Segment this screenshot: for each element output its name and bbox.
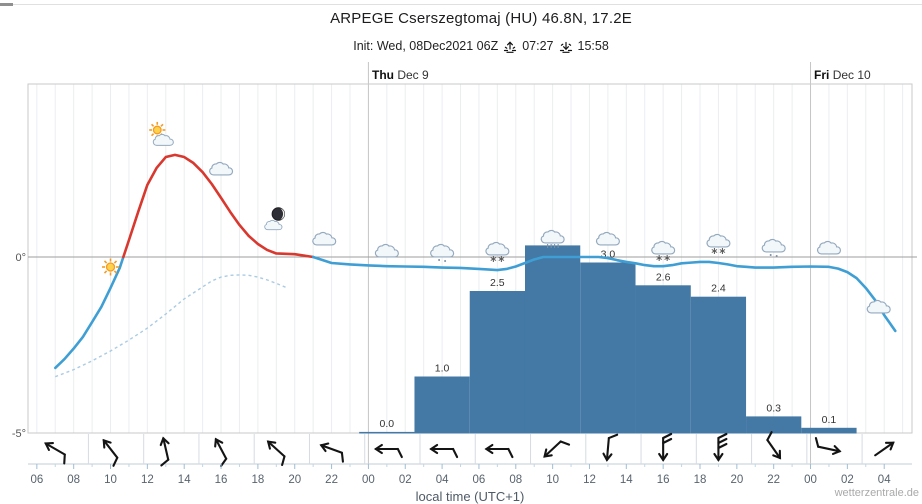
wind-barb: [102, 438, 119, 467]
page-title: ARPEGE Cserszegtomaj (HU) 46.8N, 17.2E: [330, 10, 632, 27]
weather-icon-cloud-snow: [706, 233, 731, 254]
precip-value-label: 0.0: [380, 418, 395, 430]
x-tick-label: 06: [473, 474, 486, 486]
precip-bar: [690, 296, 747, 434]
x-tick-label: 10: [546, 474, 559, 486]
weather-icon-cloud: [312, 231, 337, 246]
precip-value-label: 1.0: [435, 363, 450, 375]
precip-value-label: 2.5: [490, 277, 505, 289]
weather-icon-cloud: [866, 299, 891, 314]
x-tick-label: 08: [509, 474, 522, 486]
weather-icon-moon-cloud: [264, 207, 286, 231]
x-tick-label: 22: [767, 474, 780, 486]
weather-icon-cloud: [595, 231, 620, 246]
top-left-artifact: [0, 3, 13, 6]
wind-barb: [44, 441, 66, 465]
wind-barb: [373, 443, 403, 459]
weather-icon-cloud-snow: [485, 241, 510, 262]
precip-value-label: 0.1: [822, 414, 837, 426]
x-tick-label: 08: [67, 474, 80, 486]
precip-bar: [359, 431, 415, 434]
temperature-line-above-zero: [122, 153, 315, 259]
x-tick-label: 18: [251, 474, 264, 486]
sunrise-time: 07:27: [522, 39, 554, 53]
precip-bar: [524, 245, 581, 434]
wind-barb: [159, 436, 170, 467]
weather-icon-cloud-snow: [651, 240, 676, 261]
y-tick-label: -5°: [12, 428, 26, 440]
precip-value-label: 0.3: [766, 402, 781, 414]
sunrise-icon: [504, 40, 517, 53]
x-tick-label: 16: [657, 474, 670, 486]
x-tick-label: 20: [288, 474, 301, 486]
x-tick-label: 00: [362, 474, 375, 486]
wind-barb: [766, 431, 782, 460]
x-tick-label: 20: [730, 474, 743, 486]
temperature-line-below-zero: [311, 255, 897, 333]
x-tick-label: 06: [30, 474, 43, 486]
precip-bar: [635, 285, 691, 434]
precip-bar: [746, 416, 802, 434]
day-label-fri: Fri Dec 10: [814, 68, 871, 82]
x-tick-label: 02: [841, 474, 854, 486]
weather-icon-cloud-drizzle: [761, 238, 786, 257]
init-line: Init: Wed, 08Dec2021 06Z 07:27 15:58: [40, 39, 922, 53]
wind-barb: [658, 432, 673, 462]
weather-icon-sun: [102, 258, 120, 276]
x-tick-label: 18: [694, 474, 707, 486]
wind-barb: [429, 443, 459, 459]
x-tick-label: 04: [878, 474, 891, 486]
wind-barb: [214, 437, 228, 468]
wind-barb: [602, 433, 619, 462]
wind-barb: [543, 440, 571, 458]
weather-icon-cloud: [209, 161, 234, 176]
precip-value-label: 2.4: [711, 283, 726, 295]
init-label: Init: Wed, 08Dec2021 06Z: [353, 39, 499, 53]
wind-barb: [484, 443, 514, 459]
x-tick-label: 22: [325, 474, 338, 486]
wind-barb: [713, 432, 728, 462]
x-tick-label: 04: [436, 474, 449, 486]
chart-header: ARPEGE Cserszegtomaj (HU) 46.8N, 17.2E I…: [0, 10, 922, 53]
weather-icon-cloud: [816, 240, 841, 255]
x-tick-label: 14: [178, 474, 191, 486]
sunset-time: 15:58: [577, 39, 609, 53]
y-tick-label: 0°: [15, 252, 26, 264]
weather-icon-cloud-rain: [540, 229, 565, 248]
precip-bar: [469, 291, 525, 434]
precip-bar: [414, 376, 470, 434]
x-tick-label: 10: [104, 474, 117, 486]
x-tick-label: 16: [215, 474, 228, 486]
x-tick-label: 02: [399, 474, 412, 486]
x-tick-label: 00: [804, 474, 817, 486]
precip-bar: [580, 262, 636, 434]
day-label-thu: Thu Dec 9: [372, 68, 429, 82]
weather-icon-cloud: [374, 243, 399, 258]
sunset-icon: [559, 41, 572, 53]
watermark: wetterzentrale.de: [834, 487, 919, 499]
temperature-line-below-zero: [53, 255, 125, 370]
weather-icon-sun-cloud: [149, 121, 174, 146]
precip-value-label: 2.6: [656, 271, 671, 283]
x-tick-label: 12: [141, 474, 154, 486]
precip-bar: [801, 427, 857, 434]
top-divider: [0, 4, 922, 5]
weather-icon-cloud-drizzle: [430, 243, 455, 262]
wind-barb: [814, 437, 842, 456]
wind-barb: [874, 441, 895, 457]
wind-barb: [319, 442, 344, 463]
x-tick-label: 14: [620, 474, 633, 486]
x-tick-label: 12: [583, 474, 596, 486]
wind-barb: [266, 440, 286, 467]
